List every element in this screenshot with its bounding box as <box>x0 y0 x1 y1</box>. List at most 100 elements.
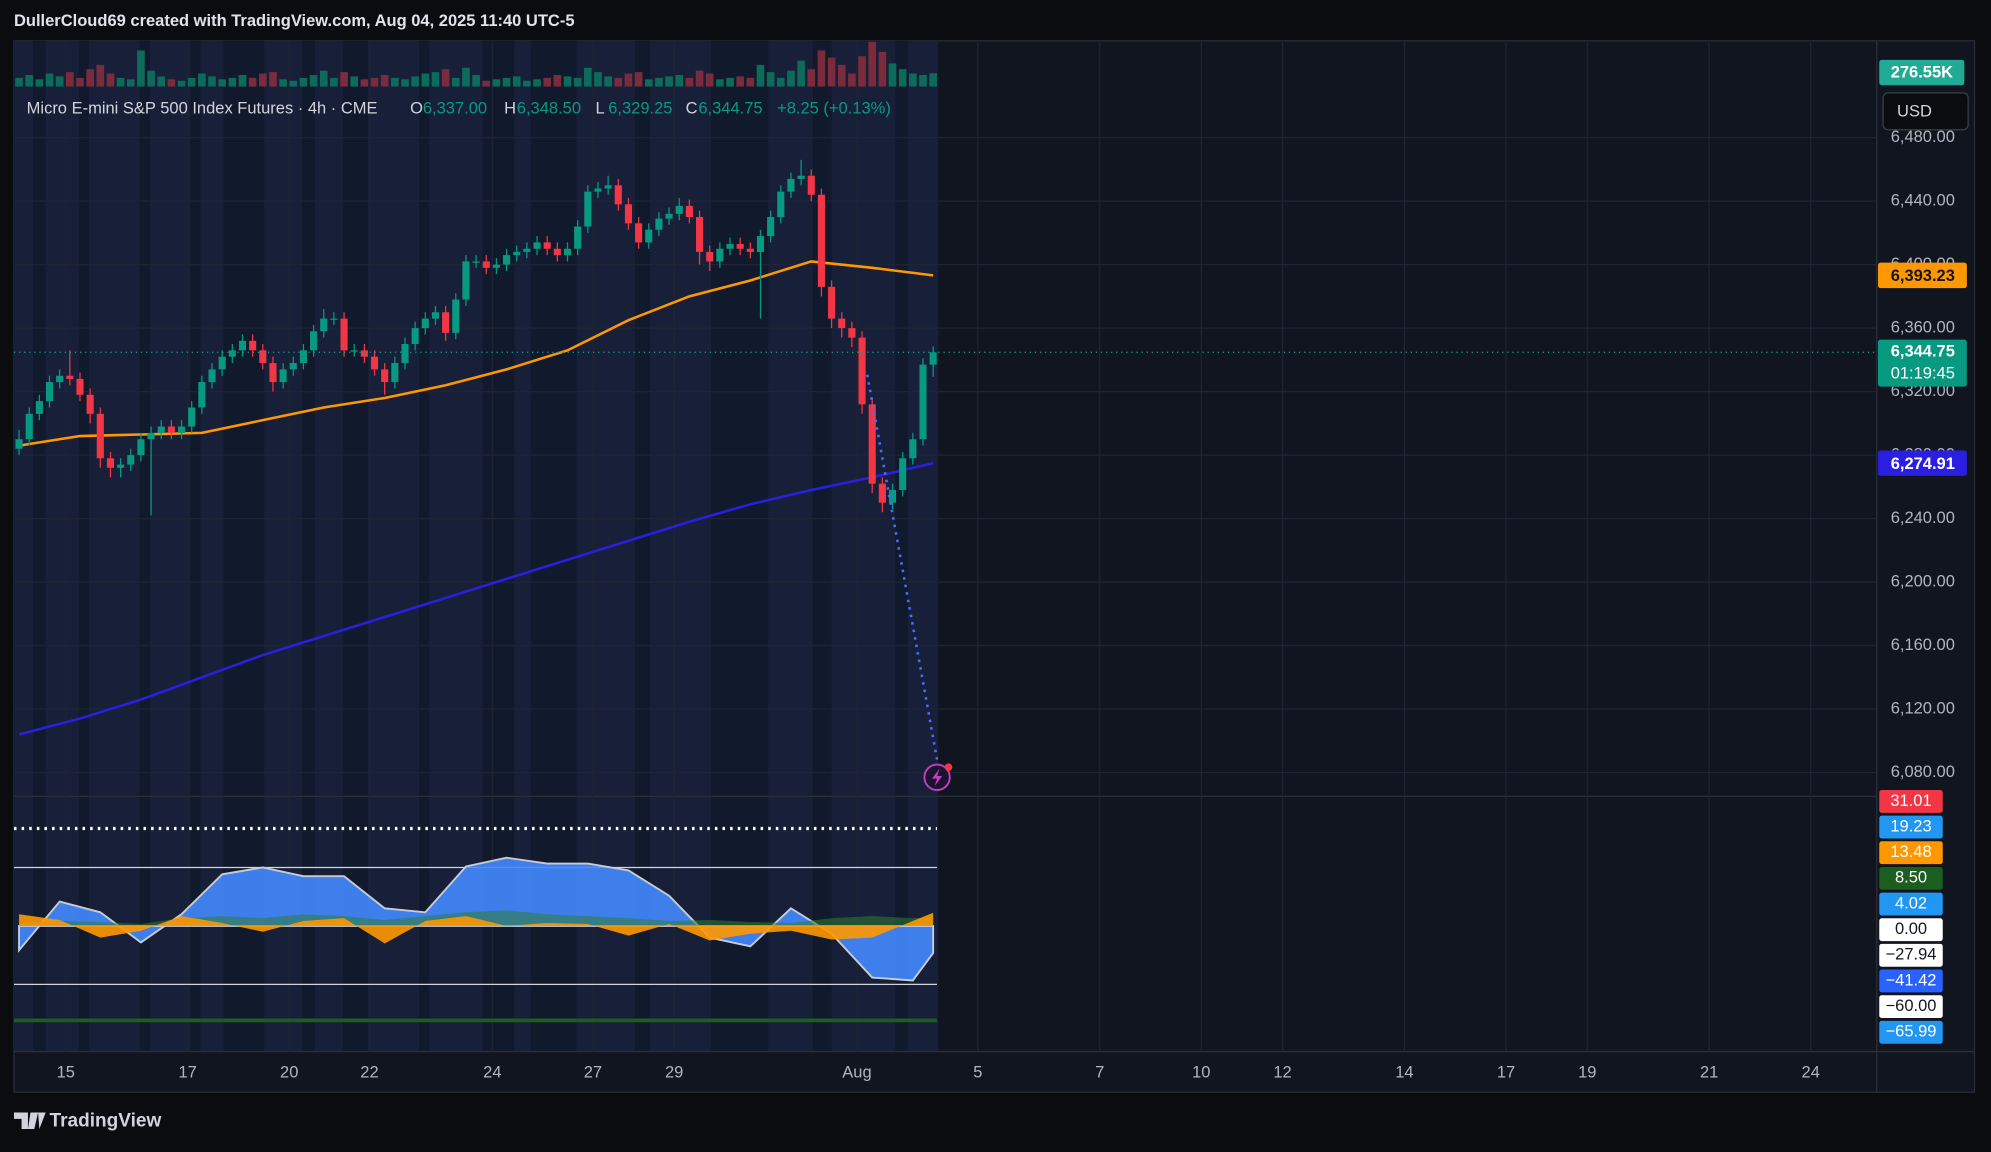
volume-bar <box>208 76 216 87</box>
candle-body <box>442 312 450 333</box>
candle-body <box>340 318 348 351</box>
price-label: 6,274.91 <box>1891 455 1955 473</box>
x-tick-label: 12 <box>1273 1064 1291 1082</box>
scale-label-box <box>1879 918 1943 942</box>
currency-box[interactable] <box>1882 92 1969 131</box>
candle-body <box>66 375 74 379</box>
volume-bar <box>746 77 755 87</box>
candle-body <box>167 426 175 433</box>
scale-label-box <box>1879 789 1943 813</box>
price-label-box <box>1877 450 1967 476</box>
candle-body <box>543 242 551 249</box>
candle-body <box>817 194 825 287</box>
candle-body <box>848 328 856 338</box>
candle-body <box>177 426 186 433</box>
scale-label: 19.23 <box>1890 817 1931 835</box>
candle-body <box>716 248 724 262</box>
candle-body <box>452 299 460 333</box>
volume-bar <box>289 80 298 87</box>
scale-label: −60.00 <box>1886 997 1937 1015</box>
candle-body <box>868 404 876 484</box>
candle-body <box>614 185 622 205</box>
candle-body <box>533 242 541 249</box>
scale-label: −65.99 <box>1886 1023 1937 1041</box>
scale-label: −27.94 <box>1886 946 1937 964</box>
scale-label-box <box>1879 943 1943 967</box>
candle-body <box>401 343 409 364</box>
volume-bar <box>624 73 633 87</box>
moving-average <box>18 461 934 736</box>
y-tick-label: 6,480.00 <box>1891 128 1955 146</box>
candle-body <box>279 369 287 383</box>
scale-label-box <box>1879 995 1943 1019</box>
volume-bar <box>929 73 937 87</box>
candle-body <box>513 251 521 256</box>
volume-bar <box>228 77 237 87</box>
volume-bar <box>472 74 480 87</box>
candle-body <box>106 458 115 468</box>
currency[interactable]: USD <box>1897 102 1932 120</box>
legend-change: +8.25 (+0.13%) <box>777 100 891 118</box>
candle-body <box>127 455 135 465</box>
x-tick-label: 29 <box>665 1064 683 1082</box>
candle-body <box>756 236 765 252</box>
candle-body <box>635 223 643 243</box>
volume-bar <box>584 67 592 87</box>
candle-body <box>624 204 633 224</box>
candle-body <box>503 255 511 265</box>
scale-label: 8.50 <box>1895 869 1927 887</box>
legend-key: H <box>504 100 516 118</box>
volume-bar <box>86 69 94 87</box>
volume-bar <box>187 77 196 87</box>
candle-body <box>370 356 379 370</box>
volume-bar <box>665 76 673 87</box>
volume-bar <box>644 79 653 87</box>
scale-label-box <box>1879 841 1943 865</box>
volume-bar <box>878 51 887 87</box>
candle-body <box>919 364 927 440</box>
candle-body <box>320 318 328 332</box>
legend-key: L <box>596 100 605 118</box>
candle-body <box>492 264 500 268</box>
volume-bar <box>248 77 257 87</box>
oscillator-area <box>19 910 934 926</box>
volume-bar <box>675 74 684 87</box>
candle-body <box>807 175 815 195</box>
volume-bar <box>502 77 511 87</box>
volume-bar <box>258 73 267 87</box>
candle-body <box>594 188 602 192</box>
volume-bar <box>299 77 308 87</box>
volume-bar <box>96 64 105 87</box>
volume-label-box <box>1879 59 1965 86</box>
volume-bar <box>573 77 582 87</box>
candle-body <box>604 185 612 189</box>
candle-body <box>147 432 155 440</box>
candle-body <box>299 350 307 364</box>
volume-bar <box>705 73 714 87</box>
volume-bar <box>858 56 866 87</box>
volume-bar <box>126 79 135 87</box>
volume-bar <box>269 72 277 87</box>
volume-bar <box>279 79 287 87</box>
candle-body <box>198 382 206 408</box>
candle-body <box>523 248 531 252</box>
volume-bar <box>512 76 521 87</box>
volume-bar <box>797 60 805 87</box>
volume-bar <box>167 79 176 87</box>
volume-bar <box>401 79 409 87</box>
volume-bar <box>817 50 826 87</box>
volume-bar <box>106 73 115 87</box>
price-label: 6,393.23 <box>1891 267 1955 285</box>
candle-body <box>797 175 805 179</box>
y-tick-label: 6,200.00 <box>1891 572 1955 590</box>
volume-bar <box>198 73 206 87</box>
candle-body <box>584 191 592 227</box>
y-tick-label: 6,080.00 <box>1891 763 1955 781</box>
y-tick-label: 6,440.00 <box>1891 191 1955 209</box>
volume-bar <box>15 77 23 87</box>
volume-bar <box>695 70 704 87</box>
volume-label: 276.55K <box>1891 64 1953 82</box>
scale-label: −41.42 <box>1886 971 1937 989</box>
x-tick-label: 27 <box>584 1064 602 1082</box>
candle-body <box>888 490 897 503</box>
